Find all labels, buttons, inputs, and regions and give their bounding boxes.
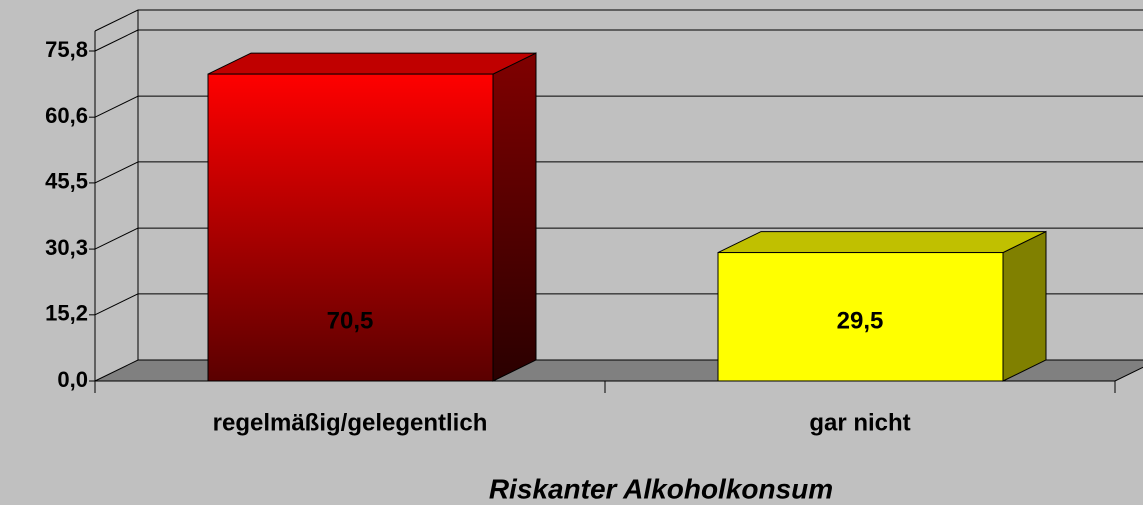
y-tick-label: 45,5 <box>45 169 88 194</box>
y-tick-label: 0,0 <box>57 367 88 392</box>
grid-line <box>94 293 139 316</box>
bar-side <box>1002 230 1047 382</box>
bar <box>717 252 1004 382</box>
bar-side <box>492 52 537 382</box>
x-tick-label: regelmäßig/gelegentlich <box>213 409 488 436</box>
y-tick-label: 15,2 <box>45 301 88 326</box>
y-tick-label: 60,6 <box>45 103 88 128</box>
bar-top <box>207 52 537 75</box>
side-wall-top <box>94 9 139 32</box>
bar-top <box>717 231 1047 254</box>
y-tick-label: 75,8 <box>45 37 88 62</box>
x-tick-label: gar nicht <box>809 409 910 436</box>
y-tick-label: 30,3 <box>45 235 88 260</box>
grid-line <box>94 227 139 250</box>
value-label: 70,5 <box>327 307 374 334</box>
grid-line <box>94 161 139 184</box>
grid-line <box>94 95 139 118</box>
value-label: 29,5 <box>837 307 884 334</box>
grid-line <box>94 29 139 52</box>
bar <box>207 73 494 382</box>
x-axis-title: Riskanter Alkoholkonsum <box>489 473 833 504</box>
